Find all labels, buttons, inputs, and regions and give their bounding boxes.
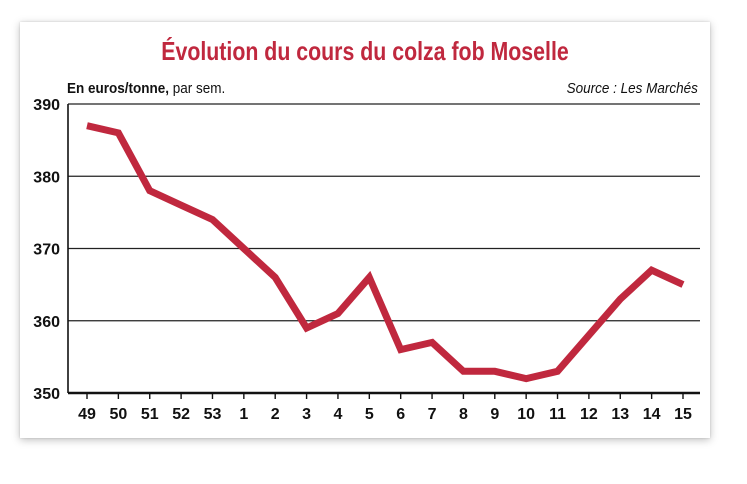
x-tick-label: 12 [580, 406, 598, 423]
x-tick-label: 11 [549, 406, 566, 423]
chart-title: Évolution du cours du colza fob Moselle [161, 36, 569, 66]
x-tick-label: 2 [271, 406, 280, 423]
x-tick-label: 5 [365, 406, 374, 423]
series-line [86, 122, 685, 383]
y-tick-label: 350 [33, 386, 60, 403]
y-tick-label: 370 [33, 242, 60, 259]
x-tick-label: 53 [204, 406, 222, 423]
chart-card: Évolution du cours du colza fob Moselle … [20, 22, 710, 438]
x-tick-label: 52 [172, 406, 190, 423]
x-tick-label: 1 [239, 406, 248, 423]
x-tick-label: 15 [674, 406, 692, 423]
source-note: Source : Les Marchés [566, 80, 698, 97]
x-tick-label: 14 [643, 406, 661, 423]
y-tick-label: 360 [33, 314, 60, 331]
y-tick-label: 380 [33, 169, 60, 186]
x-tick-label: 9 [490, 406, 499, 423]
x-tick-label: 4 [333, 406, 342, 423]
page-text-cropped [0, 448, 747, 484]
x-tick-label: 51 [141, 406, 159, 423]
x-tick-label: 7 [428, 406, 437, 423]
x-tick-label: 3 [302, 406, 311, 423]
x-tick-label: 10 [517, 406, 535, 423]
x-tick-label: 6 [396, 406, 405, 423]
y-axis-label-rest: par sem. [169, 80, 226, 97]
x-tick-label: 49 [78, 406, 96, 423]
x-tick-label: 8 [459, 406, 468, 423]
y-axis-label: En euros/tonne, par sem. [67, 80, 225, 97]
y-axis-label-bold: En euros/tonne, [67, 80, 170, 97]
x-tick-label: 50 [109, 406, 127, 423]
y-tick-label: 390 [33, 97, 60, 114]
x-tick-label: 13 [611, 406, 629, 423]
